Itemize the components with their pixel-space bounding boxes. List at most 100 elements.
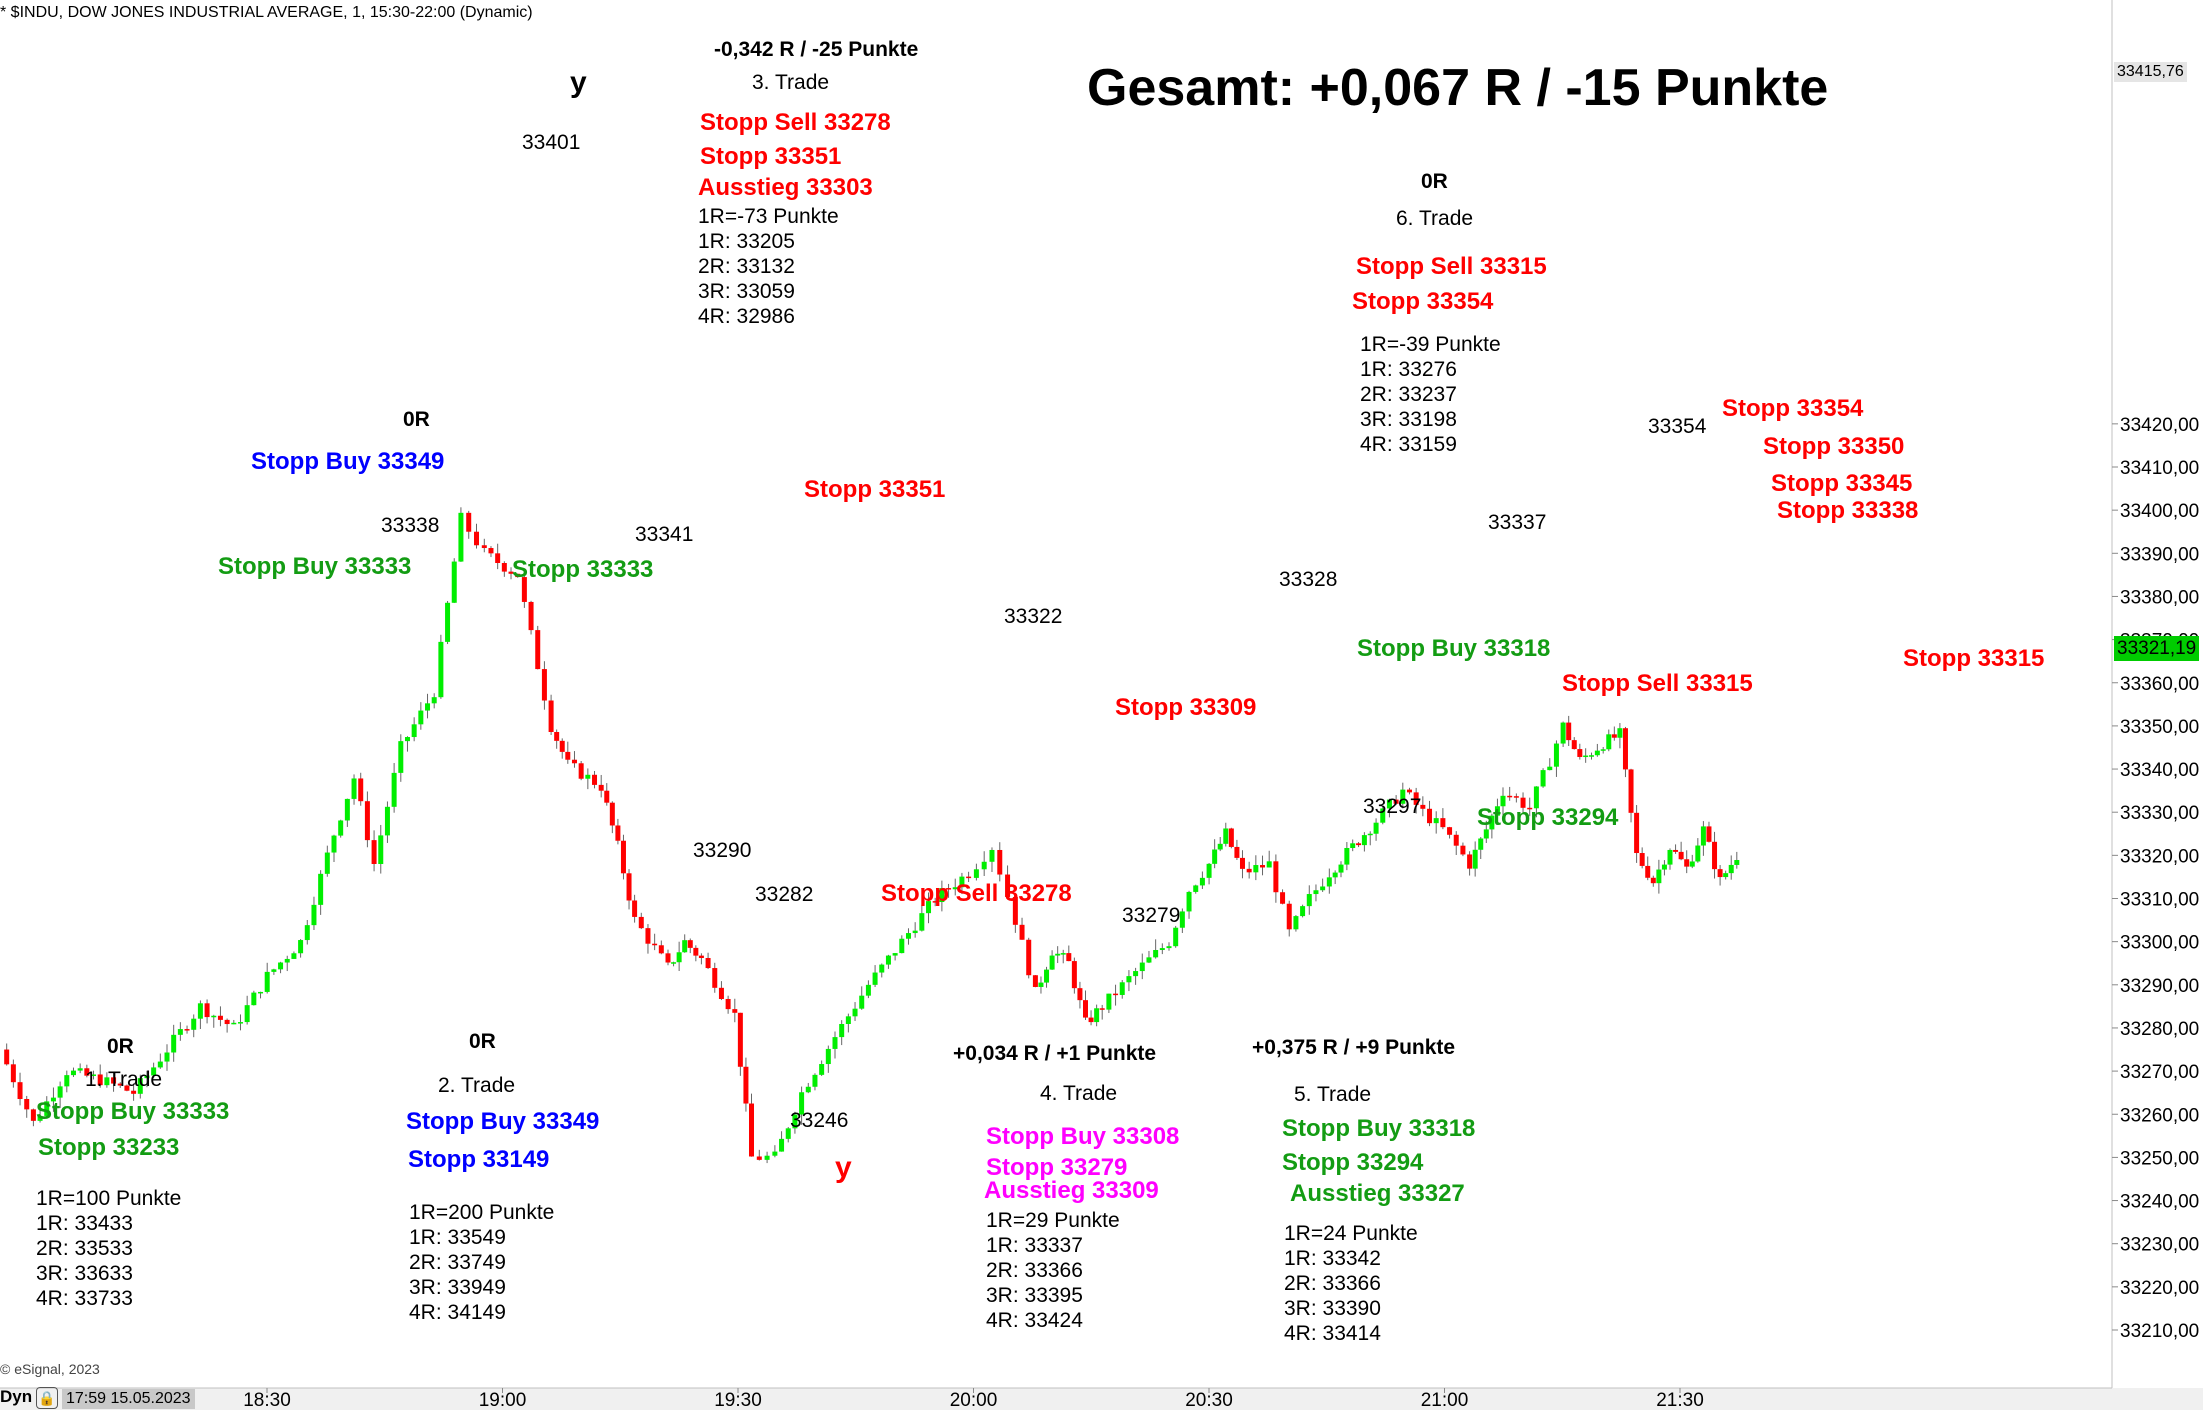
candle-body bbox=[1094, 1008, 1100, 1023]
candle-body bbox=[1639, 853, 1645, 866]
candle-body bbox=[658, 945, 664, 954]
candle-body bbox=[1012, 896, 1018, 925]
candle-body bbox=[578, 763, 584, 779]
candle-body bbox=[1344, 847, 1350, 865]
price-tick-label: 33330,00 bbox=[2120, 803, 2199, 824]
label-stopp-33309-chart: Stopp 33309 bbox=[1115, 694, 1257, 721]
candle-body bbox=[693, 947, 699, 956]
candle-body bbox=[1320, 886, 1326, 891]
candle-body bbox=[645, 928, 651, 944]
candle-body bbox=[358, 778, 364, 802]
candle-body bbox=[1447, 827, 1453, 835]
candle-body bbox=[1406, 789, 1412, 793]
dyn-mode-label[interactable]: Dyn bbox=[0, 1387, 33, 1406]
candle-body bbox=[832, 1037, 838, 1049]
candle-body bbox=[1689, 861, 1695, 867]
candle-body bbox=[1583, 755, 1589, 758]
candle-body bbox=[571, 759, 577, 764]
t1-target-1: 1R: 33433 bbox=[36, 1212, 133, 1235]
candle-body bbox=[338, 820, 344, 836]
candle-body bbox=[799, 1092, 805, 1115]
time-tick-labels: 18:30 19:00 19:30 20:00 20:30 21:00 21:30 bbox=[243, 1388, 1704, 1410]
point-label-33338: 33338 bbox=[381, 514, 440, 537]
candle-body bbox=[378, 835, 384, 864]
time-tick-label: 21:30 bbox=[1656, 1390, 1704, 1410]
t5-exit: Ausstieg 33327 bbox=[1290, 1180, 1465, 1207]
t5-stop: Stopp 33294 bbox=[1282, 1149, 1424, 1176]
candle-body bbox=[37, 1115, 43, 1121]
candle-body bbox=[237, 1022, 243, 1024]
t6-target-3: 3R: 33198 bbox=[1360, 408, 1457, 431]
candle-body bbox=[10, 1064, 16, 1083]
candle-body bbox=[157, 1061, 163, 1068]
candle-body bbox=[351, 778, 357, 799]
candle-body bbox=[171, 1034, 177, 1053]
candle-body bbox=[1472, 849, 1478, 869]
candle-body bbox=[1513, 796, 1519, 798]
candle-body bbox=[425, 703, 431, 711]
candle-body bbox=[1286, 903, 1292, 930]
candle-body bbox=[1478, 838, 1484, 850]
candle-body bbox=[1373, 822, 1379, 834]
candle-body bbox=[1706, 826, 1712, 842]
candle-body bbox=[1273, 861, 1279, 893]
t5-target-1: 1R: 33342 bbox=[1284, 1247, 1381, 1270]
candle-body bbox=[1489, 815, 1495, 830]
candle-body bbox=[879, 964, 885, 973]
candle-body bbox=[1661, 864, 1667, 870]
lock-icon[interactable]: 🔒 bbox=[36, 1387, 58, 1409]
candle-body bbox=[1223, 828, 1229, 844]
point-label-33279: 33279 bbox=[1122, 904, 1181, 927]
candle-body bbox=[737, 1012, 743, 1067]
candle-body bbox=[1199, 877, 1205, 886]
candle-body bbox=[1594, 750, 1600, 756]
candle-body bbox=[959, 876, 965, 888]
price-tick-label: 33400,00 bbox=[2120, 501, 2199, 522]
candle-body bbox=[1494, 806, 1500, 816]
candle-body bbox=[1440, 818, 1446, 828]
candle-body bbox=[44, 1101, 50, 1116]
point-label-33246: 33246 bbox=[790, 1109, 849, 1132]
candle-body bbox=[1166, 946, 1172, 949]
t5-target-3: 3R: 33390 bbox=[1284, 1297, 1381, 1320]
candle-body bbox=[892, 953, 898, 956]
candle-body bbox=[626, 873, 632, 901]
time-axis-background bbox=[0, 1388, 2203, 1410]
candle-body bbox=[565, 751, 571, 760]
candle-body bbox=[1566, 722, 1572, 741]
candle-body bbox=[1019, 924, 1025, 940]
candle-body bbox=[466, 512, 472, 532]
candle-body bbox=[609, 802, 615, 826]
candle-body bbox=[77, 1068, 83, 1071]
candle-body bbox=[191, 1018, 197, 1030]
candle-body bbox=[905, 933, 911, 939]
candle-body bbox=[749, 1103, 754, 1157]
t5-name: 5. Trade bbox=[1294, 1083, 1372, 1106]
candle-body bbox=[1313, 890, 1319, 895]
candle-body bbox=[615, 825, 621, 841]
y-marker-black: y bbox=[570, 66, 587, 99]
candle-body bbox=[1026, 939, 1032, 976]
t1-target-3: 3R: 33633 bbox=[36, 1262, 133, 1285]
time-tick-label: 18:30 bbox=[243, 1390, 291, 1410]
price-tick-label: 33280,00 bbox=[2120, 1019, 2199, 1040]
candle-body bbox=[1577, 749, 1583, 757]
label-stopp-33294-chart: Stopp 33294 bbox=[1477, 804, 1619, 831]
candle-body bbox=[1356, 843, 1362, 846]
t1-target-2: 2R: 33533 bbox=[36, 1237, 133, 1260]
t4-target-2: 2R: 33366 bbox=[986, 1259, 1083, 1282]
candle-body bbox=[438, 641, 444, 698]
candle-body bbox=[1159, 948, 1165, 951]
price-tick-label: 33250,00 bbox=[2120, 1148, 2199, 1169]
candle-body bbox=[431, 697, 437, 704]
candle-body bbox=[184, 1029, 190, 1031]
candle-body bbox=[515, 573, 521, 578]
candle-body bbox=[1507, 795, 1513, 798]
candle-body bbox=[981, 861, 987, 870]
price-tick-label: 33220,00 bbox=[2120, 1278, 2199, 1299]
candle-body bbox=[1460, 845, 1466, 855]
candle-body bbox=[1280, 892, 1286, 904]
candle-body bbox=[559, 740, 565, 752]
price-tick-label: 33240,00 bbox=[2120, 1192, 2199, 1213]
t5-entry: Stopp Buy 33318 bbox=[1282, 1115, 1476, 1142]
